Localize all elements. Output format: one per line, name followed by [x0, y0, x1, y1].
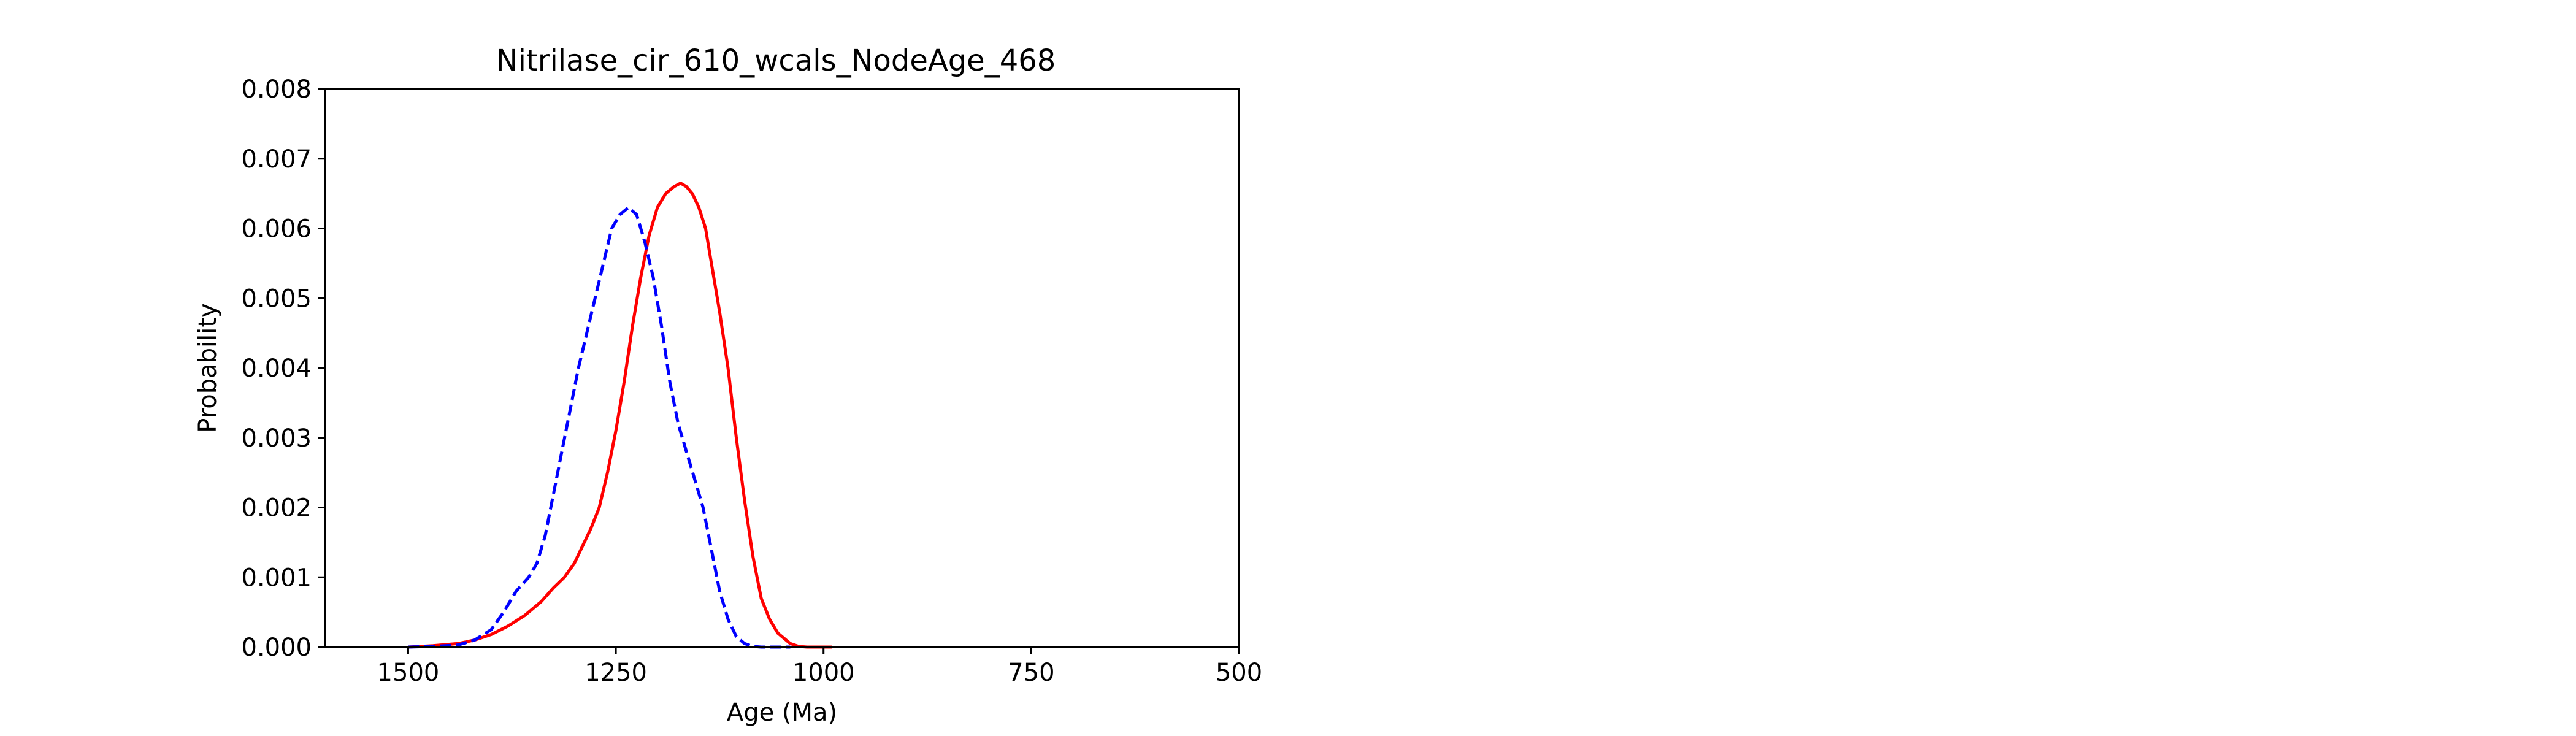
x-tick-label: 500: [1216, 659, 1262, 687]
x-tick-label: 1000: [792, 659, 855, 687]
y-tick-label: 0.003: [241, 424, 312, 453]
chart-title: Nitrilase_cir_610_wcals_NodeAge_468: [496, 44, 1056, 78]
y-tick-label: 0.000: [241, 634, 312, 662]
y-tick-label: 0.002: [241, 494, 312, 523]
x-axis: 1500 1250 1000 750 500: [377, 647, 1262, 687]
y-tick-label: 0.001: [241, 564, 312, 592]
y-tick-label: 0.007: [241, 145, 312, 174]
x-tick-label: 750: [1008, 659, 1054, 687]
series-line-1: [408, 182, 832, 649]
series-line-2: [408, 205, 791, 649]
x-tick-label: 1500: [377, 659, 440, 687]
y-tick-label: 0.004: [241, 355, 312, 383]
y-tick-label: 0.008: [241, 75, 312, 104]
x-tick-label: 1250: [585, 659, 647, 687]
x-axis-label: Age (Ma): [727, 699, 837, 727]
plot-area: [408, 182, 832, 649]
y-tick-label: 0.006: [241, 215, 312, 243]
y-axis: 0.000 0.001 0.002 0.003 0.004 0.005 0.006 0.007…: [241, 75, 325, 662]
y-tick-label: 0.005: [241, 285, 312, 313]
y-axis-label: Probability: [194, 303, 222, 432]
